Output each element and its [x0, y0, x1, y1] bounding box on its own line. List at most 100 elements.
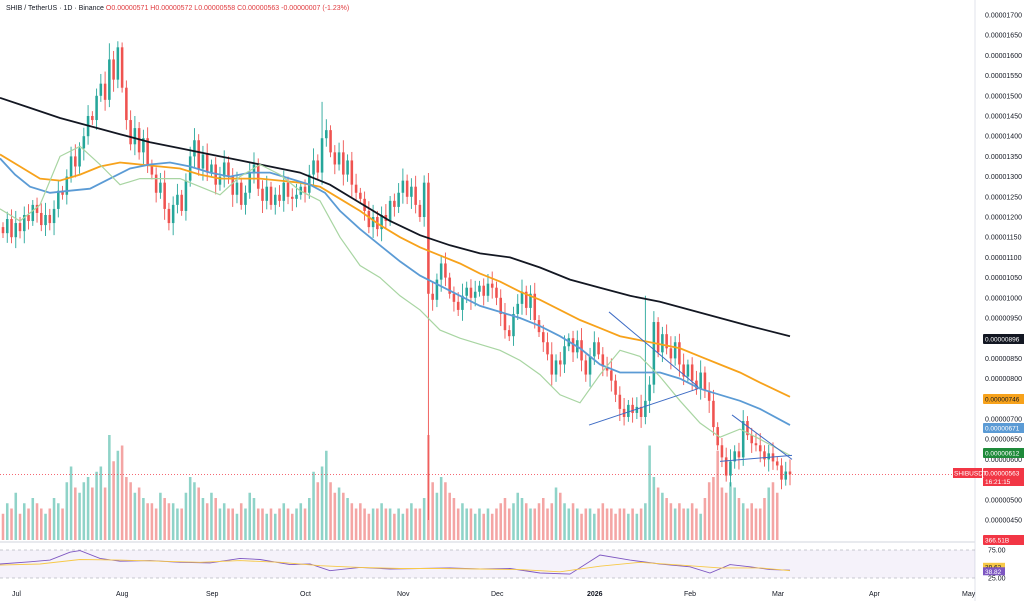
- volume-bar: [282, 503, 286, 540]
- volume-bar: [239, 503, 243, 540]
- candle: [741, 410, 745, 466]
- price-tick-label: 0.00001450: [985, 114, 1022, 121]
- candle: [133, 116, 137, 156]
- volume-bar: [248, 492, 252, 540]
- volume-bar: [22, 503, 26, 540]
- candle: [495, 281, 498, 306]
- candle-body: [741, 421, 745, 458]
- price-tick-label: 0.00001300: [985, 174, 1022, 181]
- candle-body: [495, 287, 498, 298]
- volume-bar: [550, 503, 554, 540]
- candle-body: [639, 406, 643, 417]
- candle: [639, 394, 643, 428]
- candle: [95, 88, 98, 130]
- candle-body: [763, 451, 766, 460]
- candle: [418, 200, 422, 222]
- candle: [610, 358, 613, 392]
- volume-bar: [31, 498, 35, 540]
- volume-bar: [729, 482, 732, 540]
- candle: [48, 208, 52, 231]
- volume-bar: [222, 503, 226, 540]
- candle-body: [405, 180, 409, 197]
- candle: [5, 211, 9, 243]
- candle-body: [414, 186, 417, 205]
- volume-bar: [469, 508, 473, 540]
- candle: [120, 42, 124, 93]
- price-tick-label: 0.00001400: [985, 134, 1022, 141]
- candle-body: [524, 291, 528, 308]
- candle-body: [452, 293, 456, 302]
- candle: [571, 330, 575, 363]
- candle-body: [788, 471, 792, 475]
- candle-body: [695, 380, 698, 389]
- candle: [325, 119, 328, 147]
- volume-bar: [605, 508, 609, 540]
- candle: [163, 170, 166, 220]
- candle-body: [329, 130, 332, 153]
- candle: [22, 206, 26, 244]
- candle: [750, 427, 753, 453]
- volume-bar: [273, 513, 277, 540]
- volume-bar: [133, 492, 137, 540]
- candle: [452, 286, 456, 312]
- close-value: C0.00000563: [237, 5, 280, 12]
- candle-body: [65, 176, 69, 195]
- candle: [308, 164, 311, 199]
- time-axis-label: Dec: [491, 591, 504, 598]
- volume-bar: [137, 487, 141, 540]
- rsi-value-badge: [983, 562, 1005, 571]
- volume-bar: [482, 513, 485, 540]
- candle: [337, 142, 341, 171]
- candle: [456, 292, 460, 316]
- candle-body: [682, 364, 685, 377]
- candle-body: [269, 186, 273, 205]
- candle-body: [40, 212, 43, 226]
- volume-bar: [363, 508, 366, 540]
- volume-bar: [150, 503, 154, 540]
- candle: [775, 456, 779, 471]
- candle: [490, 271, 494, 299]
- price-badges: 0.00000896 0.00000746 0.00000671 0.00000612…: [953, 334, 1024, 545]
- candle-body: [167, 208, 171, 224]
- candle-body: [82, 136, 86, 149]
- candle-body: [686, 364, 690, 377]
- price-tick-label: 0.00000450: [985, 518, 1022, 525]
- volume-bar: [444, 482, 447, 540]
- candle: [554, 354, 558, 382]
- candle-body: [533, 293, 537, 321]
- volume-bar: [27, 508, 30, 540]
- candle: [461, 283, 464, 321]
- candle-body: [129, 120, 132, 145]
- candle: [290, 188, 294, 211]
- candle: [231, 168, 234, 207]
- candle-body: [325, 130, 328, 139]
- candle: [320, 101, 324, 185]
- volume-bar: [329, 482, 332, 540]
- volume-bar: [367, 513, 371, 540]
- candle-body: [235, 182, 239, 195]
- volume-bar: [610, 508, 613, 540]
- candle: [712, 389, 715, 436]
- interval-label: 1D: [63, 5, 73, 12]
- volume-bar: [644, 503, 647, 540]
- candle: [597, 337, 600, 360]
- candle-body: [346, 160, 349, 175]
- price-badge-value: 0.00000563: [985, 471, 1020, 478]
- candle-body: [737, 451, 741, 458]
- volume-bar: [707, 482, 711, 540]
- volume-bar: [622, 508, 626, 540]
- candle-body: [707, 390, 711, 401]
- volume-bar: [503, 498, 507, 540]
- volume-bar: [507, 508, 511, 540]
- volume-bar: [312, 471, 315, 540]
- candle-body: [499, 297, 503, 314]
- candle-body: [661, 334, 664, 353]
- candle-body: [563, 346, 566, 365]
- volume-bar: [244, 508, 247, 540]
- candle-body: [448, 277, 451, 294]
- candle: [397, 183, 400, 213]
- candle-body: [520, 291, 524, 304]
- candle-body: [605, 366, 609, 371]
- volume-bar: [559, 492, 562, 540]
